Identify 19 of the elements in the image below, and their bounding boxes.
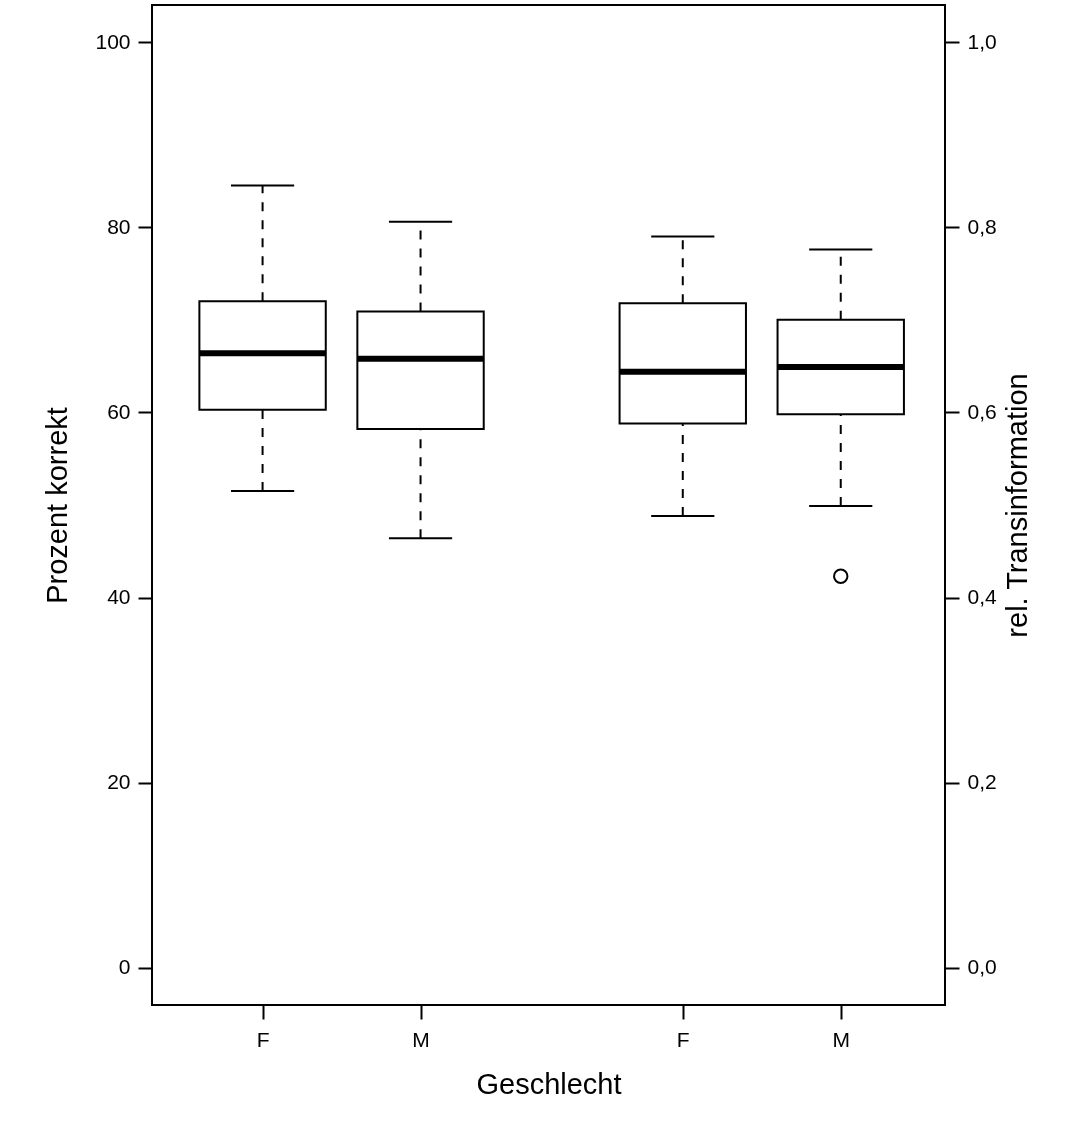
y2-tick-label: 0,6 bbox=[967, 399, 997, 423]
y-tick-label: 40 bbox=[107, 585, 131, 609]
y-tick-label: 20 bbox=[107, 770, 131, 794]
x-tick-label: M bbox=[832, 1027, 850, 1051]
x-tick-label: F bbox=[256, 1027, 270, 1051]
y-tick-label: 60 bbox=[107, 399, 131, 423]
y-tick-label: 0 bbox=[118, 955, 131, 979]
y-tick-label: 100 bbox=[95, 29, 131, 53]
y2-tick-label: 0,2 bbox=[967, 770, 997, 794]
x-axis-title: Geschlecht bbox=[476, 1067, 622, 1100]
x-tick-label: F bbox=[676, 1027, 690, 1051]
y2-tick-label: 0,4 bbox=[967, 585, 998, 609]
y2-axis-title: rel. Transinformation bbox=[1000, 373, 1033, 638]
y-tick-label: 80 bbox=[107, 214, 131, 238]
x-tick-label: M bbox=[412, 1027, 430, 1051]
y-axis-title: Prozent korrekt bbox=[41, 407, 74, 604]
y2-tick-label: 0,8 bbox=[967, 214, 997, 238]
y2-tick-label: 1,0 bbox=[967, 29, 997, 53]
y2-tick-label: 0,0 bbox=[967, 955, 997, 979]
